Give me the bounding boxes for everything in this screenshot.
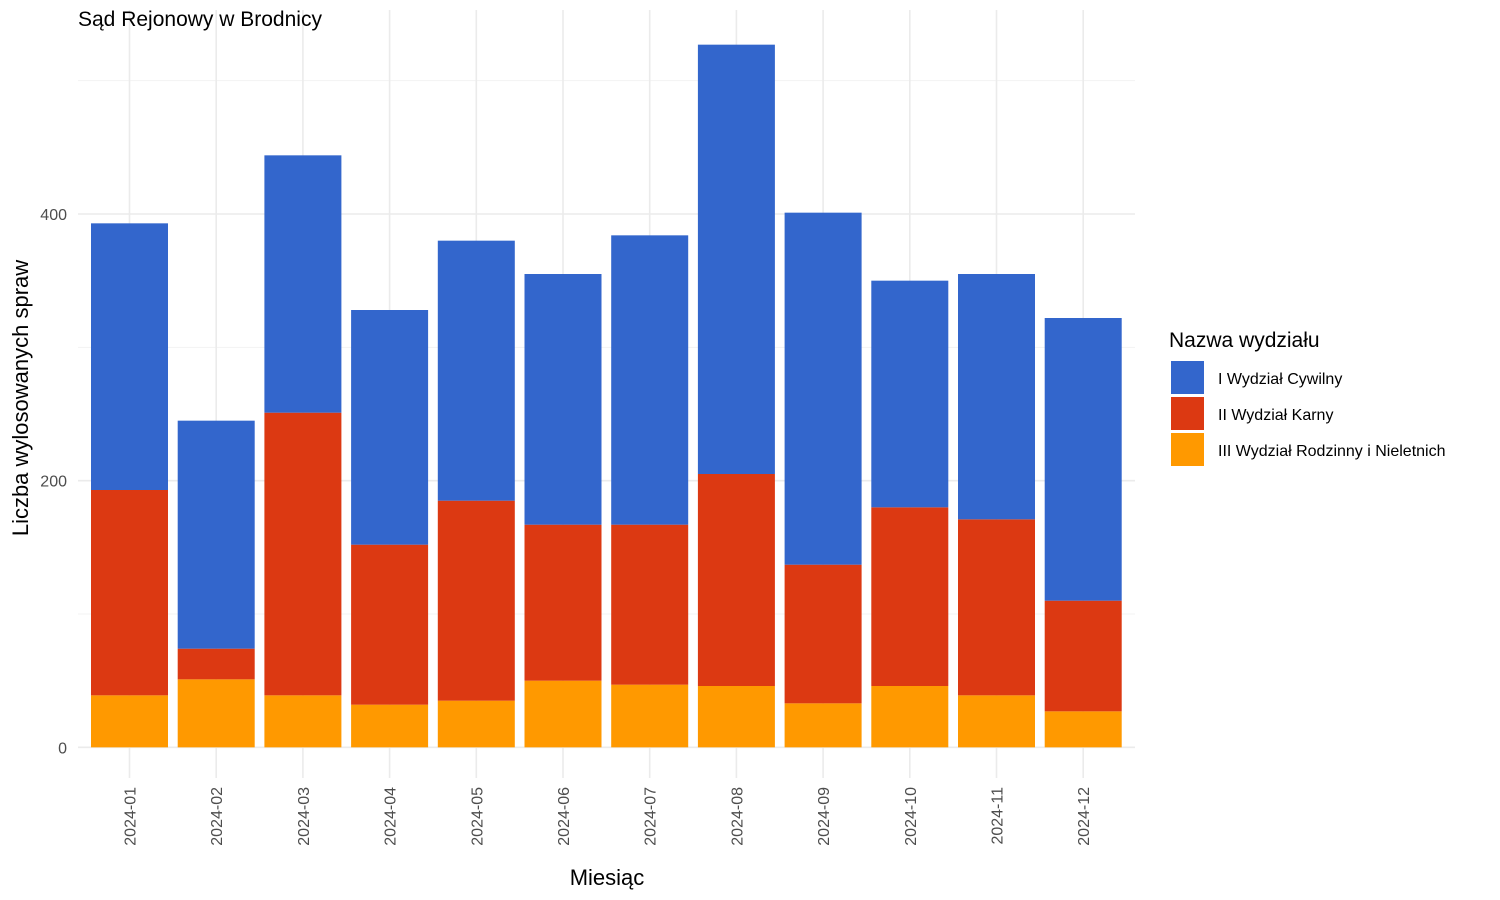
bar-segment <box>784 703 862 748</box>
legend-title: Nazwa wydziału <box>1169 329 1320 352</box>
bars <box>91 44 1122 748</box>
bar-segment <box>264 412 342 696</box>
bar-segment <box>697 686 775 748</box>
bar-segment <box>177 679 255 748</box>
bar-segment <box>784 212 862 565</box>
x-tick-label: 2024-03 <box>296 787 313 846</box>
legend-label: III Wydział Rodzinny i Nieletnich <box>1218 443 1446 460</box>
bar-segment <box>871 507 949 686</box>
bar-segment <box>958 695 1035 748</box>
bar-segment <box>264 695 342 748</box>
bar-segment <box>264 155 342 413</box>
x-axis-ticks: 2024-01 2024-02 2024-03 2024-04 2024-05 2024-… <box>123 787 1094 846</box>
x-tick-label: 2024-04 <box>383 787 400 846</box>
bar-segment <box>351 544 429 705</box>
x-tick-label: 2024-01 <box>123 787 140 846</box>
bar-segment <box>437 240 515 501</box>
legend-label: I Wydział Cywilny <box>1218 371 1342 388</box>
bar-segment <box>177 420 255 649</box>
bar-segment <box>958 274 1035 520</box>
bar-segment <box>871 280 949 508</box>
y-tick-label: 200 <box>40 474 67 491</box>
bar-segment <box>524 524 602 681</box>
x-tick-label: 2024-05 <box>469 787 486 846</box>
y-tick-label: 400 <box>40 207 67 224</box>
legend-swatch <box>1171 361 1204 394</box>
bar-segment <box>611 684 689 748</box>
legend-swatch <box>1171 433 1204 466</box>
x-tick-label: 2024-10 <box>903 787 920 846</box>
bar-segment <box>91 223 168 491</box>
x-tick-label: 2024-02 <box>209 787 226 846</box>
y-axis-title: Liczba wylosowanych spraw <box>8 260 33 536</box>
x-tick-label: 2024-06 <box>556 787 573 846</box>
bar-segment <box>1044 318 1122 601</box>
bar-segment <box>524 274 602 525</box>
bar-segment <box>351 310 429 545</box>
bar-segment <box>351 704 429 748</box>
chart-title: Sąd Rejonowy w Brodnicy <box>78 8 322 31</box>
legend: Nazwa wydziału I Wydział Cywilny II Wydzi… <box>1169 329 1446 466</box>
x-tick-label: 2024-09 <box>816 787 833 846</box>
bar-segment <box>177 648 255 680</box>
bar-segment <box>91 695 168 748</box>
bar-segment <box>784 564 862 704</box>
legend-swatch <box>1171 397 1204 430</box>
y-tick-label: 0 <box>58 740 67 757</box>
bar-segment <box>437 500 515 701</box>
bar-segment <box>437 700 515 748</box>
x-tick-label: 2024-11 <box>990 787 1007 845</box>
bar-segment <box>697 44 775 475</box>
legend-label: II Wydział Karny <box>1218 407 1333 424</box>
x-tick-label: 2024-07 <box>643 787 660 846</box>
bar-segment <box>611 524 689 685</box>
x-tick-label: 2024-12 <box>1076 787 1093 846</box>
x-axis-title: Miesiąc <box>570 865 645 890</box>
bar-segment <box>871 686 949 748</box>
bar-segment <box>91 490 168 696</box>
bar-segment <box>1044 711 1122 748</box>
legend-items: I Wydział Cywilny II Wydział Karny III Wyd… <box>1171 361 1446 466</box>
bar-segment <box>697 474 775 686</box>
bar-segment <box>958 519 1035 696</box>
bar-segment <box>1044 600 1122 712</box>
x-tick-label: 2024-08 <box>729 787 746 846</box>
bar-segment <box>611 235 689 525</box>
y-axis-ticks: 0 200 400 <box>40 207 67 757</box>
bar-segment <box>524 680 602 748</box>
